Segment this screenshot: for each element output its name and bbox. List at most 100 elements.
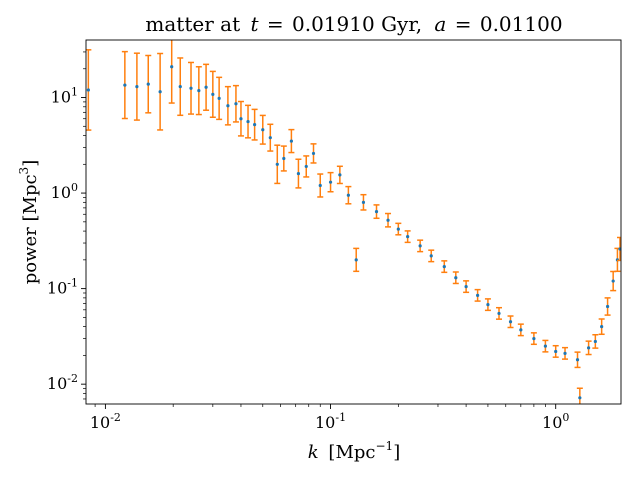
point-marker [338,173,342,177]
data-point [373,204,380,220]
y-axis-label: power [Mpc3] [17,160,41,284]
data-point [133,52,140,121]
data-point [195,66,202,116]
data-point [267,123,274,152]
y-tick-label: 100 [51,181,78,202]
point-marker [618,247,621,251]
x-tick-label: 100 [542,411,569,432]
point-marker [396,227,400,231]
point-marker [211,92,215,96]
data-point [395,222,402,236]
data-point [216,76,223,121]
point-marker [486,303,490,307]
data-point [484,298,491,312]
chart-title: matter at t = 0.01910 Gyr, a = 0.01100 [145,12,562,36]
data-point [517,323,524,337]
point-marker [578,396,582,400]
point-marker [289,139,293,143]
data-point [237,100,244,137]
point-marker [234,102,238,106]
point-marker [197,89,201,93]
point-marker [178,85,182,89]
point-marker [318,183,322,188]
point-marker [253,123,257,127]
point-marker [429,254,433,258]
data-point [121,50,128,120]
data-point [441,260,448,274]
point-marker [86,88,90,92]
data-point [417,239,424,253]
point-marker [497,311,501,316]
point-marker [217,96,221,100]
y-tick-label: 101 [51,86,78,107]
data-point [552,344,559,358]
data-point [428,249,435,263]
point-marker [246,119,250,124]
data-point [157,52,164,131]
point-marker [508,320,513,324]
point-marker [158,90,162,94]
data-point [288,128,295,154]
point-marker [600,325,604,329]
data-point [336,165,343,185]
point-marker [386,218,390,222]
point-marker [575,358,580,362]
data-point [274,144,281,185]
point-marker [296,171,301,176]
point-marker [146,82,150,86]
point-marker [476,293,480,297]
data-point [317,173,324,198]
data-point [463,280,470,294]
y-tick-label: 10-2 [47,372,78,393]
point-marker [586,346,591,350]
point-marker [593,339,597,344]
x-tick-label: 10-2 [90,411,121,432]
data-points [86,40,621,404]
point-marker [532,336,536,341]
data-point [203,63,210,111]
data-point [345,185,352,205]
point-marker [328,180,333,184]
point-marker [354,258,358,262]
data-point [604,297,611,316]
point-marker [418,244,422,248]
data-point [574,351,581,369]
data-point [353,247,360,273]
data-point [496,306,503,320]
data-point [145,54,152,114]
point-marker [605,304,610,309]
data-point [507,315,514,329]
point-marker [189,86,193,90]
point-marker [346,193,350,197]
data-point [177,57,184,117]
point-marker [543,344,547,348]
point-marker [261,128,265,132]
data-point [452,271,459,285]
data-point [404,230,411,244]
point-marker [611,279,615,283]
plot-area [86,40,621,404]
data-point [209,70,216,119]
point-marker [275,162,279,166]
data-point [295,158,302,189]
point-marker [554,349,558,354]
data-point [562,346,569,360]
data-point [251,108,258,141]
y-tick-label: 10-1 [47,277,78,298]
data-point [530,332,537,346]
point-marker [123,83,127,87]
point-marker [563,351,567,355]
point-marker [464,284,468,289]
data-point [188,61,195,115]
point-marker [226,104,230,108]
axis-ticks: 10-2 10-1 100 10-2 10-1 100 101 [47,51,569,432]
data-point [303,155,310,178]
data-point [168,40,175,104]
point-marker [374,209,379,214]
data-point [232,84,239,123]
point-marker [406,235,410,239]
data-point [592,334,599,349]
point-marker [304,164,308,169]
data-point [576,387,583,404]
